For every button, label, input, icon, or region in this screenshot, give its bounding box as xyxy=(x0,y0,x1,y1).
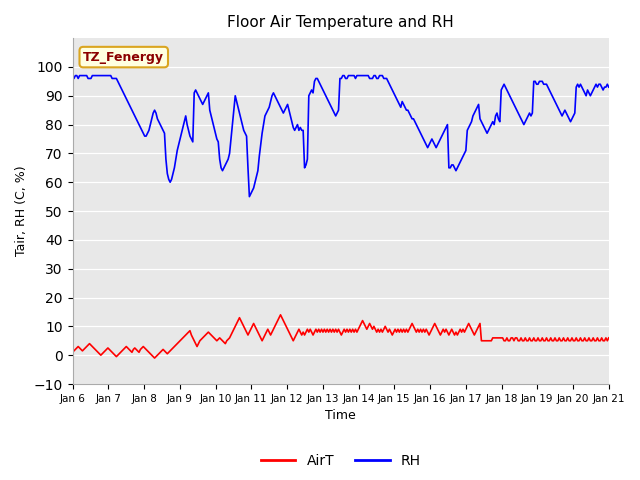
AirT xyxy=(166,348,174,354)
X-axis label: Time: Time xyxy=(325,409,356,422)
AirT xyxy=(482,338,490,344)
RH xyxy=(166,180,174,185)
RH xyxy=(310,78,318,84)
RH xyxy=(68,75,76,81)
RH xyxy=(605,84,612,90)
RH xyxy=(367,75,375,81)
Line: RH: RH xyxy=(72,75,609,197)
AirT xyxy=(151,355,159,361)
AirT xyxy=(310,329,318,335)
AirT xyxy=(367,324,375,329)
AirT xyxy=(68,349,76,355)
AirT xyxy=(276,312,284,318)
AirT xyxy=(469,329,477,335)
RH xyxy=(482,128,490,133)
Legend: AirT, RH: AirT, RH xyxy=(255,449,426,474)
RH xyxy=(469,113,477,119)
RH xyxy=(246,194,253,200)
RH xyxy=(390,90,397,96)
Text: TZ_Fenergy: TZ_Fenergy xyxy=(83,50,164,63)
AirT xyxy=(605,335,612,341)
Line: AirT: AirT xyxy=(72,315,609,358)
Y-axis label: Tair, RH (C, %): Tair, RH (C, %) xyxy=(15,166,28,256)
RH xyxy=(72,72,79,78)
AirT xyxy=(390,329,397,335)
Title: Floor Air Temperature and RH: Floor Air Temperature and RH xyxy=(227,15,454,30)
